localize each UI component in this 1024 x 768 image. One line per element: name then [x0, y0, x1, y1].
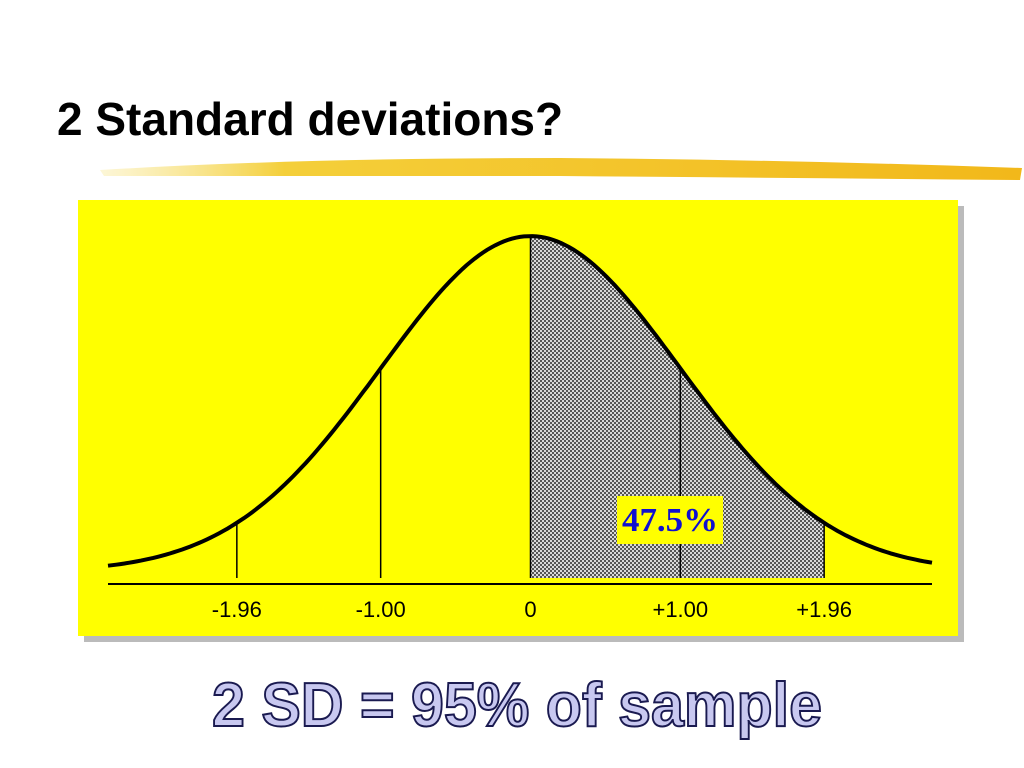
annotation: 47.5%: [622, 502, 718, 539]
x-tick-label: 0: [524, 597, 536, 622]
curve: [107, 234, 933, 568]
chart-background: [78, 200, 958, 636]
x-tick-label: +1.00: [652, 597, 708, 622]
shaded-area: [530, 236, 825, 578]
caption: 2 SD = 95% of sample: [212, 671, 822, 740]
title-underline: [100, 158, 1022, 180]
slide-title: 2 Standard deviations?: [57, 93, 563, 145]
plot: -1.96 -1.00 0 +1.00 +1.96 47.5%: [107, 234, 933, 622]
x-tick-label: +1.96: [796, 597, 852, 622]
x-tick-label: -1.96: [212, 597, 262, 622]
annotation-box: [617, 496, 723, 544]
x-tick-label: -1.00: [356, 597, 406, 622]
